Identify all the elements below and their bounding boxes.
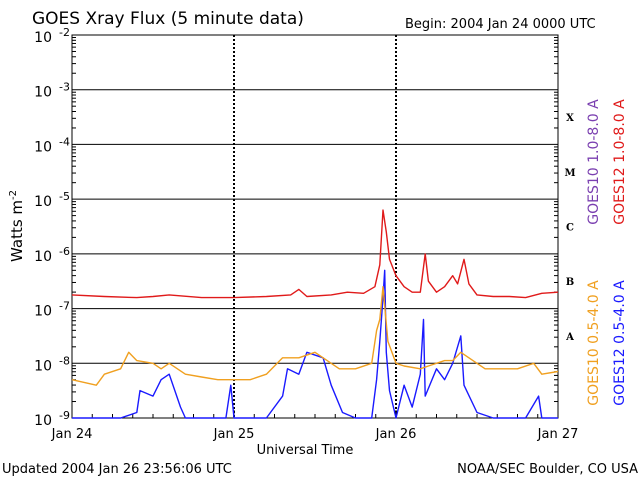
plot-area: 10 -2 10 -3 10 -4 10 -5 10 -6 10 -7 10 -8 10 -9 Jan 24 Ja… (34, 26, 628, 442)
series-line (71, 286, 559, 386)
legend-entry: GOES10 1.0-8.0 A (586, 99, 602, 225)
flare-class-label: M (564, 168, 575, 179)
x-tick-label: Jan 26 (375, 427, 417, 442)
x-tick-label: Jan 27 (537, 427, 579, 442)
y-tick-label: 10 (34, 249, 52, 265)
x-axis-label: Universal Time (257, 443, 354, 458)
legend-entry: GOES12 0.5-4.0 A (612, 280, 628, 406)
legend-entry: GOES12 1.0-8.0 A (612, 99, 628, 225)
y-tick-exponent: -7 (59, 300, 70, 313)
x-tick-label: Jan 24 (51, 427, 93, 442)
updated-timestamp: Updated 2004 Jan 26 23:56:06 UTC (2, 462, 232, 477)
y-tick-exponent: -4 (59, 135, 70, 148)
y-axis-label: Watts m-2 (8, 190, 26, 262)
y-tick-exponent: -5 (59, 190, 70, 203)
data-source: NOAA/SEC Boulder, CO USA (457, 462, 638, 477)
series-line (71, 209, 559, 299)
y-tick-label: 10 (34, 304, 52, 320)
y-tick-label: 10 (34, 413, 52, 429)
y-tick-exponent: -3 (59, 81, 70, 94)
flare-class-label: A (565, 332, 574, 343)
chart-title: GOES Xray Flux (5 minute data) (32, 9, 304, 29)
plot-frame (71, 34, 559, 419)
y-tick-exponent: -6 (59, 245, 70, 258)
y-tick-label: 10 (34, 358, 52, 374)
legend-entry: GOES10 0.5-4.0 A (586, 280, 602, 406)
flare-class-label: X (566, 113, 574, 124)
y-tick-exponent: -8 (59, 354, 70, 367)
y-tick-label: 10 (34, 194, 52, 210)
y-tick-exponent: -2 (59, 26, 70, 39)
y-tick-exponent: -9 (59, 409, 70, 422)
x-tick-label: Jan 25 (213, 427, 255, 442)
begin-label: Begin: 2004 Jan 24 0000 UTC (405, 17, 596, 32)
y-tick-label: 10 (34, 30, 52, 46)
flare-class-label: B (566, 277, 574, 288)
y-tick-label: 10 (34, 139, 52, 155)
flare-class-label: C (566, 223, 574, 234)
series-line (72, 269, 558, 419)
y-tick-label: 10 (34, 85, 52, 101)
